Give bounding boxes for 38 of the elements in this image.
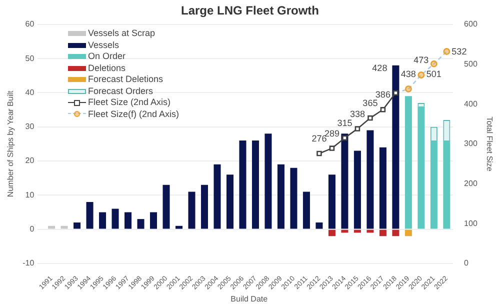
chart-title: Large LNG Fleet Growth — [180, 4, 320, 18]
data-label: 276 — [312, 133, 327, 144]
legend-label: Vessels — [88, 40, 120, 51]
y2-tick-label: 100 — [464, 218, 478, 228]
y2-tick-label: 600 — [464, 20, 478, 29]
legend-label: Fleet Size (2nd Axis) — [88, 97, 171, 108]
legend-label: Forecast Orders — [88, 86, 154, 97]
y-tick-label: 30 — [25, 122, 35, 132]
y2-tick-label: 400 — [464, 99, 478, 108]
y2-axis-title: Total Fleet Size — [484, 116, 494, 172]
legend-label: Forecast Deletions — [88, 74, 164, 86]
data-label: 473 — [414, 55, 429, 65]
data-label: 289 — [324, 128, 340, 138]
y-tick-label: 60 — [25, 20, 35, 29]
legend-label: Vessels at Scrap — [88, 28, 156, 40]
y-tick-label: -10 — [22, 258, 35, 268]
y-tick-label: 40 — [25, 88, 35, 97]
legend-label: Deletions — [88, 62, 126, 74]
y-tick-label: 50 — [25, 54, 35, 63]
y2-tick-label: 300 — [464, 139, 478, 148]
data-label: 365 — [362, 98, 378, 108]
data-label: 428 — [372, 62, 388, 73]
data-label: 338 — [350, 108, 365, 119]
data-label: 501 — [426, 68, 442, 79]
data-label: 315 — [337, 118, 352, 128]
x-axis-title: Build Date — [230, 294, 268, 304]
data-label: 532 — [452, 46, 467, 56]
legend-label: On Order — [88, 51, 126, 62]
y-tick-label: 10 — [25, 190, 35, 200]
y2-tick-label: 200 — [464, 178, 478, 188]
y2-tick-label: 500 — [464, 59, 478, 68]
y-tick-label: 20 — [25, 156, 35, 166]
y2-tick-label: 0 — [464, 258, 470, 268]
y-tick-label: 0 — [30, 224, 35, 234]
legend-label: Fleet Size(f) (2nd Axis) — [88, 108, 180, 120]
y-axis-title: Number of Ships by Year Built — [6, 90, 16, 198]
data-label: 386 — [375, 90, 390, 100]
data-label: 438 — [400, 68, 416, 79]
